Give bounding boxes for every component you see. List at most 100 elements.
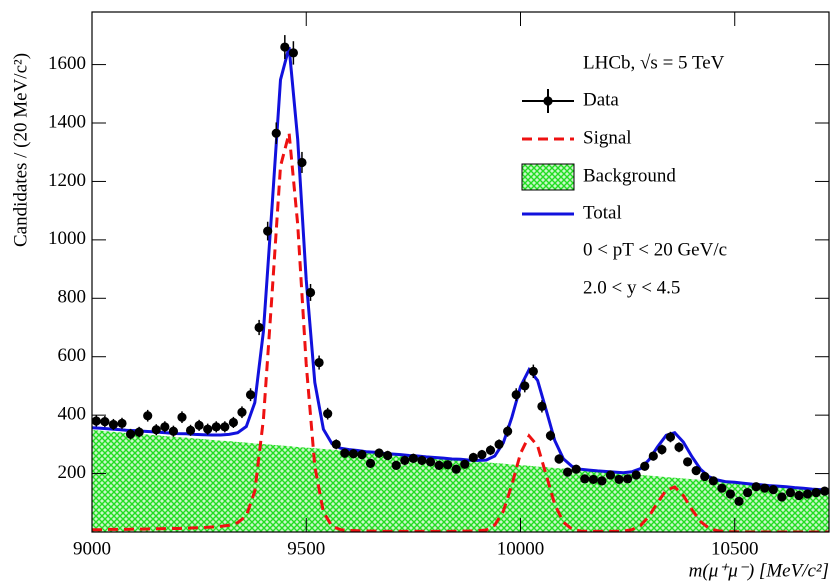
data-point xyxy=(280,42,290,52)
data-point xyxy=(760,483,770,493)
data-point xyxy=(665,432,676,442)
data-point xyxy=(623,474,633,484)
data-point xyxy=(365,458,376,468)
y-tick-label: 600 xyxy=(58,345,87,366)
data-point xyxy=(477,449,487,460)
data-point xyxy=(228,417,239,428)
legend-swatch xyxy=(521,163,575,191)
data-point xyxy=(117,418,127,428)
data-point xyxy=(751,482,761,492)
data-point xyxy=(785,487,796,498)
data-point xyxy=(588,474,598,485)
data-point xyxy=(245,390,256,400)
data-point xyxy=(657,445,667,455)
data-point xyxy=(408,453,418,463)
data-point xyxy=(391,460,401,470)
data-point xyxy=(168,426,179,436)
data-point xyxy=(434,460,444,470)
annotation: 2.0 < y < 4.5 xyxy=(583,277,680,298)
data-point xyxy=(357,449,367,460)
data-point xyxy=(383,450,393,461)
data-point xyxy=(177,412,187,422)
data-point xyxy=(734,496,744,506)
y-tick-label: 400 xyxy=(58,404,87,425)
data-point xyxy=(92,416,101,426)
y-tick-label: 1400 xyxy=(48,111,86,132)
x-tick-label: 9000 xyxy=(73,538,111,559)
data-point xyxy=(443,460,453,470)
data-point xyxy=(417,455,427,466)
data-point xyxy=(725,489,736,499)
annotation: LHCb, √s = 5 TeV xyxy=(583,52,725,73)
y-tick-label: 800 xyxy=(58,287,87,308)
data-point xyxy=(537,401,547,411)
data-point xyxy=(802,489,813,499)
data-point xyxy=(134,427,144,437)
data-point xyxy=(468,452,478,463)
data-point xyxy=(297,157,307,168)
legend-label: Signal xyxy=(583,127,632,148)
data-point xyxy=(100,416,110,427)
data-point xyxy=(331,439,341,449)
data-point xyxy=(640,461,650,471)
data-point xyxy=(194,420,204,430)
data-point xyxy=(605,470,616,480)
data-point xyxy=(648,451,658,461)
data-point xyxy=(185,425,196,435)
data-point xyxy=(340,448,350,458)
data-point xyxy=(811,487,821,498)
background-area xyxy=(92,430,829,532)
frame xyxy=(91,11,830,533)
data-point xyxy=(777,492,787,502)
data-point xyxy=(254,322,264,333)
data-point xyxy=(374,448,384,458)
data-point xyxy=(563,467,573,477)
data-point xyxy=(271,128,281,138)
data-point xyxy=(571,464,581,474)
signal-curve xyxy=(92,132,829,532)
annotation: 0 < pT < 20 GeV/c xyxy=(583,239,727,260)
data-point xyxy=(143,411,153,421)
data-point xyxy=(674,442,684,452)
data-point xyxy=(348,449,358,459)
data-point xyxy=(220,422,230,432)
data-point xyxy=(425,457,436,467)
data-point xyxy=(708,476,718,486)
data-point xyxy=(160,422,170,432)
data-point xyxy=(682,457,693,467)
data-point xyxy=(794,490,804,501)
legend-label: Data xyxy=(583,89,619,110)
legend-label: Total xyxy=(583,202,622,223)
data-point xyxy=(400,455,410,466)
data-point xyxy=(554,454,564,464)
data-point xyxy=(742,487,753,498)
data-point xyxy=(580,474,590,484)
data-point xyxy=(151,425,161,435)
data-point xyxy=(631,470,641,480)
data-point xyxy=(211,422,221,432)
data-point xyxy=(494,439,504,449)
y-axis-label: Candidates / (20 MeV/c²) xyxy=(10,53,31,247)
data-point xyxy=(288,48,298,58)
data-point xyxy=(125,429,136,439)
data-point xyxy=(314,357,324,368)
data-point xyxy=(203,424,213,434)
data-point xyxy=(237,407,247,417)
data-point xyxy=(691,466,701,476)
data-point xyxy=(545,430,556,441)
data-point xyxy=(503,426,513,436)
y-tick-label: 200 xyxy=(58,462,87,483)
data-point xyxy=(451,464,461,474)
x-tick-label: 10000 xyxy=(497,538,545,559)
data-point xyxy=(263,226,273,236)
x-tick-label: 9500 xyxy=(287,538,325,559)
data-point xyxy=(700,471,710,482)
data-point xyxy=(460,459,470,469)
plot-area xyxy=(92,35,829,532)
data-point xyxy=(485,445,496,455)
data-point xyxy=(528,366,538,376)
y-tick-label: 1600 xyxy=(48,53,86,74)
data-point xyxy=(108,419,119,430)
data-point xyxy=(717,483,727,493)
